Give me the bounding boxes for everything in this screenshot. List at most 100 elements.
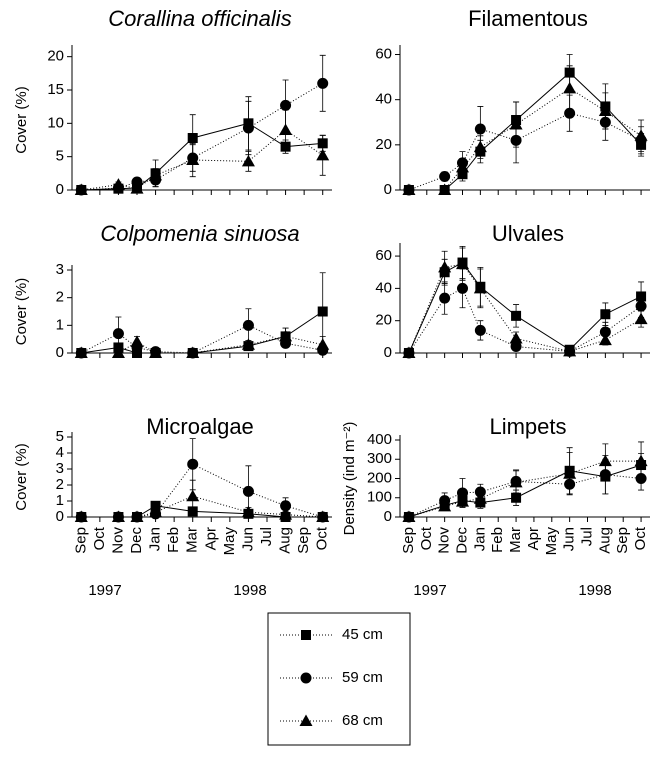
- marker: [634, 129, 648, 141]
- marker: [509, 118, 523, 130]
- y-tick-label: 3: [56, 261, 64, 278]
- marker: [131, 176, 143, 188]
- axes: [399, 435, 650, 518]
- marker: [111, 510, 125, 522]
- marker: [111, 346, 125, 358]
- series-line: [81, 495, 323, 518]
- marker: [456, 160, 469, 173]
- x-tick-label: Nov: [109, 527, 126, 554]
- marker: [74, 183, 88, 195]
- y-tick-label: 40: [375, 279, 392, 296]
- marker: [130, 182, 144, 194]
- marker: [439, 170, 451, 182]
- marker: [149, 505, 163, 518]
- panel-title: Filamentous: [468, 6, 588, 31]
- marker: [279, 123, 293, 135]
- axes: [71, 432, 332, 518]
- y-tick-label: 200: [367, 469, 392, 486]
- year-label: 1997: [413, 582, 446, 599]
- y-tick-label: 0: [384, 344, 392, 361]
- marker: [280, 99, 292, 111]
- y-tick-label: 20: [375, 136, 392, 153]
- x-tick-label: Dec: [128, 527, 145, 554]
- y-tick-label: 1: [56, 492, 64, 509]
- y-axis-label: Cover (%): [13, 86, 30, 154]
- marker: [438, 260, 452, 273]
- marker: [74, 346, 88, 358]
- legend-marker: [301, 630, 311, 640]
- marker: [473, 281, 487, 294]
- y-tick-label: 60: [375, 45, 392, 62]
- legend-label: 45 cm: [342, 626, 383, 643]
- marker: [317, 306, 328, 317]
- axes: [399, 45, 650, 191]
- marker: [598, 333, 612, 346]
- y-tick-label: 5: [56, 428, 64, 445]
- year-label: 1998: [233, 582, 266, 599]
- panel-title: Ulvales: [492, 221, 564, 246]
- marker: [241, 154, 255, 167]
- marker: [511, 492, 522, 503]
- marker: [74, 510, 88, 522]
- x-tick-label: Jul: [578, 527, 595, 546]
- y-tick-label: 1: [56, 316, 64, 333]
- x-tick-label: Sep: [72, 527, 89, 554]
- legend-marker: [299, 714, 313, 726]
- y-tick-label: 5: [56, 148, 64, 165]
- series-line: [408, 112, 642, 191]
- x-tick-label: Jan: [147, 527, 164, 551]
- y-tick-label: 2: [56, 289, 64, 306]
- marker: [402, 183, 416, 195]
- marker: [473, 492, 487, 504]
- y-tick-label: 100: [367, 489, 392, 506]
- marker: [598, 104, 612, 116]
- y-tick-label: 20: [47, 48, 64, 65]
- marker: [241, 338, 255, 350]
- x-tick-label: Sep: [400, 527, 417, 554]
- series-line: [408, 287, 642, 354]
- y-tick-label: 0: [56, 181, 64, 198]
- marker: [438, 499, 452, 512]
- marker: [509, 331, 523, 344]
- y-tick-label: 4: [56, 444, 64, 461]
- marker: [186, 153, 200, 165]
- y-tick-label: 40: [375, 91, 392, 108]
- marker: [439, 292, 451, 304]
- y-axis-label: Density (ind m⁻²): [341, 422, 358, 536]
- marker: [563, 467, 577, 479]
- x-tick-label: Feb: [165, 527, 182, 553]
- x-tick-label: Sep: [614, 527, 631, 554]
- x-tick-label: Oct: [632, 526, 649, 550]
- legend-marker: [300, 672, 312, 684]
- marker: [316, 338, 330, 350]
- marker: [634, 454, 648, 467]
- series-line: [81, 82, 323, 191]
- x-tick-label: Feb: [489, 527, 506, 553]
- x-tick-label: May: [543, 527, 560, 556]
- panel-title: Corallina officinalis: [108, 6, 291, 31]
- y-tick-label: 0: [56, 344, 64, 361]
- x-tick-label: Apr: [202, 527, 219, 550]
- marker: [635, 300, 647, 312]
- x-tick-label: Jun: [239, 527, 256, 551]
- y-tick-label: 2: [56, 476, 64, 493]
- x-tick-label: Dec: [453, 527, 470, 554]
- y-axis-label: Cover (%): [13, 278, 30, 346]
- x-tick-label: Mar: [507, 527, 524, 553]
- marker: [402, 510, 416, 522]
- panel-title: Colpomenia sinuosa: [100, 221, 299, 246]
- marker: [130, 335, 144, 347]
- marker: [316, 510, 330, 522]
- legend-box: [267, 612, 411, 746]
- x-tick-label: Apr: [525, 527, 542, 550]
- year-label: 1998: [578, 582, 611, 599]
- axes: [71, 45, 332, 191]
- marker: [564, 107, 576, 119]
- series-line: [81, 463, 323, 518]
- x-tick-label: Nov: [436, 527, 453, 554]
- marker: [111, 178, 125, 190]
- series-line: [81, 129, 323, 191]
- marker: [563, 344, 577, 357]
- y-tick-label: 0: [384, 508, 392, 525]
